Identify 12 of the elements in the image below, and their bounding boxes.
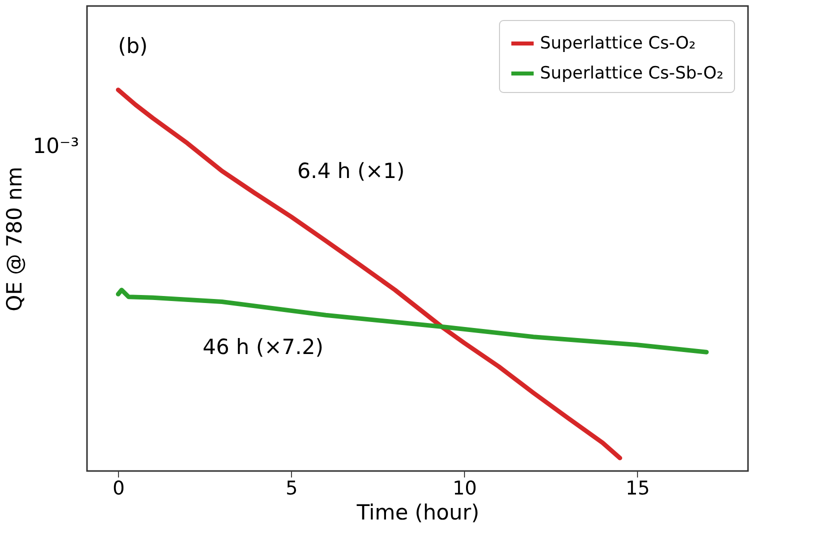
x-tick-label: 10 — [452, 478, 477, 500]
text: (b) — [118, 34, 148, 58]
annotation: 46 h (×7.2) — [202, 335, 324, 359]
x-tick-label: 5 — [286, 478, 298, 500]
annotation: 6.4 h (×1) — [297, 159, 405, 183]
y-axis-title: QE @ 780 nm — [2, 166, 26, 312]
legend-label: Superlattice Cs-Sb-O₂ — [540, 64, 724, 84]
x-axis-title: Time (hour) — [356, 500, 480, 524]
x-tick-label: 15 — [626, 478, 650, 500]
legend-label: Superlattice Cs-O₂ — [540, 34, 696, 54]
text: 10⁻³ — [32, 134, 79, 158]
x-tick-label: 0 — [112, 478, 125, 500]
